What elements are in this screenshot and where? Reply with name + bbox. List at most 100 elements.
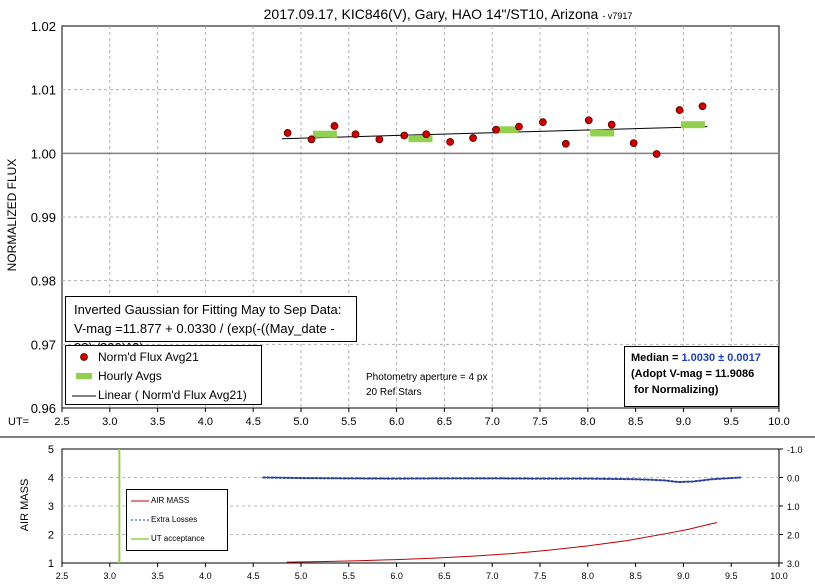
formula-line-1: Inverted Gaussian for Fitting May to Sep… [74, 302, 342, 317]
lower-x-tick-label: 6.5 [438, 571, 451, 581]
upper-x-tick-label: 9.0 [676, 416, 691, 428]
formula-box: Inverted Gaussian for Fitting May to Sep… [65, 296, 357, 355]
hourly-avg-bar [408, 135, 433, 143]
lower-x-tick-label: 8.5 [629, 571, 642, 581]
flux-point [652, 150, 661, 158]
airmass-line [286, 522, 717, 563]
upper-x-tick-label: 4.5 [246, 416, 261, 428]
upper-x-tick-label: 9.5 [724, 416, 739, 428]
lower-y-tick-label: 2 [48, 530, 54, 542]
flux-point [446, 137, 455, 146]
lower-x-tick-label: 8.0 [582, 571, 595, 581]
lower-ylabel: AIR MASS [19, 479, 31, 532]
flux-point [422, 130, 431, 139]
lower-x-tick-label: 7.5 [534, 571, 547, 581]
red-dot-icon [80, 353, 88, 361]
legend-item-hourly: Hourly Avgs [66, 367, 261, 385]
lower-legend-box: AIR MASS Extra Losses UT acceptance [126, 489, 228, 551]
legend-label-linear: Linear ( Norm'd Flux Avg21) [98, 388, 247, 402]
lower-x-tick-label: 2.5 [56, 571, 69, 581]
green-line-icon [131, 538, 149, 540]
lower-legend-item-ut: UT acceptance [127, 532, 227, 546]
legend-label-hourly: Hourly Avgs [98, 369, 162, 383]
lower-x-tick-label: 4.0 [199, 571, 212, 581]
lower-legend-item-extra: Extra Losses [127, 513, 227, 527]
upper-y-tick-label: 1.01 [31, 83, 56, 98]
lower-y-tick-label: 1 [48, 558, 54, 570]
flux-point [400, 131, 409, 140]
lower-x-tick-label: 9.0 [677, 571, 690, 581]
median-box: Median = 1.0030 ± 0.0017 (Adopt V-mag = … [624, 346, 779, 407]
trend-line-icon [72, 395, 96, 397]
blue-dashed-line-icon [131, 519, 149, 521]
lower-legend-label-ut: UT acceptance [151, 534, 205, 543]
flux-point [561, 139, 570, 148]
upper-x-tick-label: 5.5 [341, 416, 356, 428]
lower-legend-label-extra: Extra Losses [151, 515, 198, 524]
lower-x-tick-label: 3.5 [151, 571, 164, 581]
lower-y2-tick-label: 2.0 [787, 531, 800, 541]
flux-point [492, 125, 500, 134]
flux-point [629, 139, 638, 148]
lower-x-tick-label: 5.0 [295, 571, 308, 581]
lower-y-tick-label: 4 [48, 473, 54, 485]
upper-y-tick-label: 0.99 [31, 210, 56, 225]
flux-point [538, 118, 547, 127]
chart-title-text: 2017.09.17, KIC846(V), Gary, HAO 14"/ST1… [264, 6, 599, 22]
upper-y-tick-label: 0.98 [31, 274, 56, 289]
lower-y2-tick-label: 1.0 [787, 502, 800, 512]
median-label: Median = [631, 352, 682, 364]
flux-point [607, 120, 616, 129]
legend-item-linear: Linear ( Norm'd Flux Avg21) [66, 386, 261, 404]
green-bar-icon [76, 373, 92, 379]
lower-y2-tick-label: 0.0 [787, 474, 800, 484]
photometry-note: Photometry aperture = 4 px 20 Ref Stars [366, 370, 487, 400]
lower-x-tick-label: 10.0 [770, 571, 788, 581]
upper-y-tick-label: 1.02 [31, 19, 56, 34]
lower-legend-label-airmass: AIR MASS [151, 496, 190, 505]
lower-x-tick-label: 9.5 [725, 571, 738, 581]
upper-x-tick-label: 7.0 [485, 416, 500, 428]
flux-point [351, 130, 360, 139]
upper-plot-area: 0.96 0.97 0.98 0.99 1.00 1.01 1.02 2.5 3.0 3.5 4.0… [31, 19, 790, 428]
upper-x-tick-label: 2.5 [54, 416, 69, 428]
hourly-avg-bar [494, 126, 519, 134]
chart-title: 2017.09.17, KIC846(V), Gary, HAO 14"/ST1… [264, 6, 633, 22]
legend-box: Norm'd Flux Avg21 Hourly Avgs Linear ( N… [65, 345, 262, 405]
flux-point [698, 102, 707, 111]
upper-x-tick-label: 7.5 [532, 416, 547, 428]
upper-x-tick-label: 10.0 [768, 416, 789, 428]
upper-ylabel: NORMALIZED FLUX [5, 159, 19, 272]
lower-x-tick-label: 5.5 [343, 571, 356, 581]
ut-label: UT= [8, 416, 29, 428]
ref-stars: 20 Ref Stars [366, 387, 422, 398]
hourly-avg-bar [312, 130, 337, 138]
flux-point [515, 122, 523, 131]
red-line-icon [131, 500, 149, 502]
extra-losses-line [262, 476, 741, 484]
flux-point [584, 116, 593, 125]
lower-x-tick-label: 6.0 [390, 571, 403, 581]
upper-x-tick-label: 8.5 [628, 416, 643, 428]
flux-point [330, 122, 339, 130]
legend-label-flux: Norm'd Flux Avg21 [98, 350, 199, 364]
lower-legend-item-airmass: AIR MASS [127, 494, 227, 508]
upper-x-tick-label: 6.5 [437, 416, 452, 428]
median-value: 1.0030 ± 0.0017 [681, 352, 761, 364]
normalizing-note: for Normalizing) [631, 384, 719, 396]
adopt-vmag: (Adopt V-mag = 11.9086 [631, 368, 755, 380]
upper-x-tick-label: 5.0 [293, 416, 308, 428]
upper-x-tick-label: 3.0 [102, 416, 117, 428]
upper-x-tick-label: 8.0 [580, 416, 595, 428]
upper-x-tick-label: 3.5 [150, 416, 165, 428]
flux-point [375, 135, 384, 144]
upper-y-tick-label: 0.96 [31, 401, 56, 416]
flux-point [675, 106, 684, 114]
legend-item-flux: Norm'd Flux Avg21 [66, 348, 261, 366]
flux-point [307, 135, 316, 144]
lower-y-tick-label: 3 [48, 501, 54, 513]
lower-x-tick-label: 4.5 [247, 571, 260, 581]
photometry-aperture: Photometry aperture = 4 px [366, 372, 488, 383]
hourly-avg-bar [680, 121, 705, 129]
